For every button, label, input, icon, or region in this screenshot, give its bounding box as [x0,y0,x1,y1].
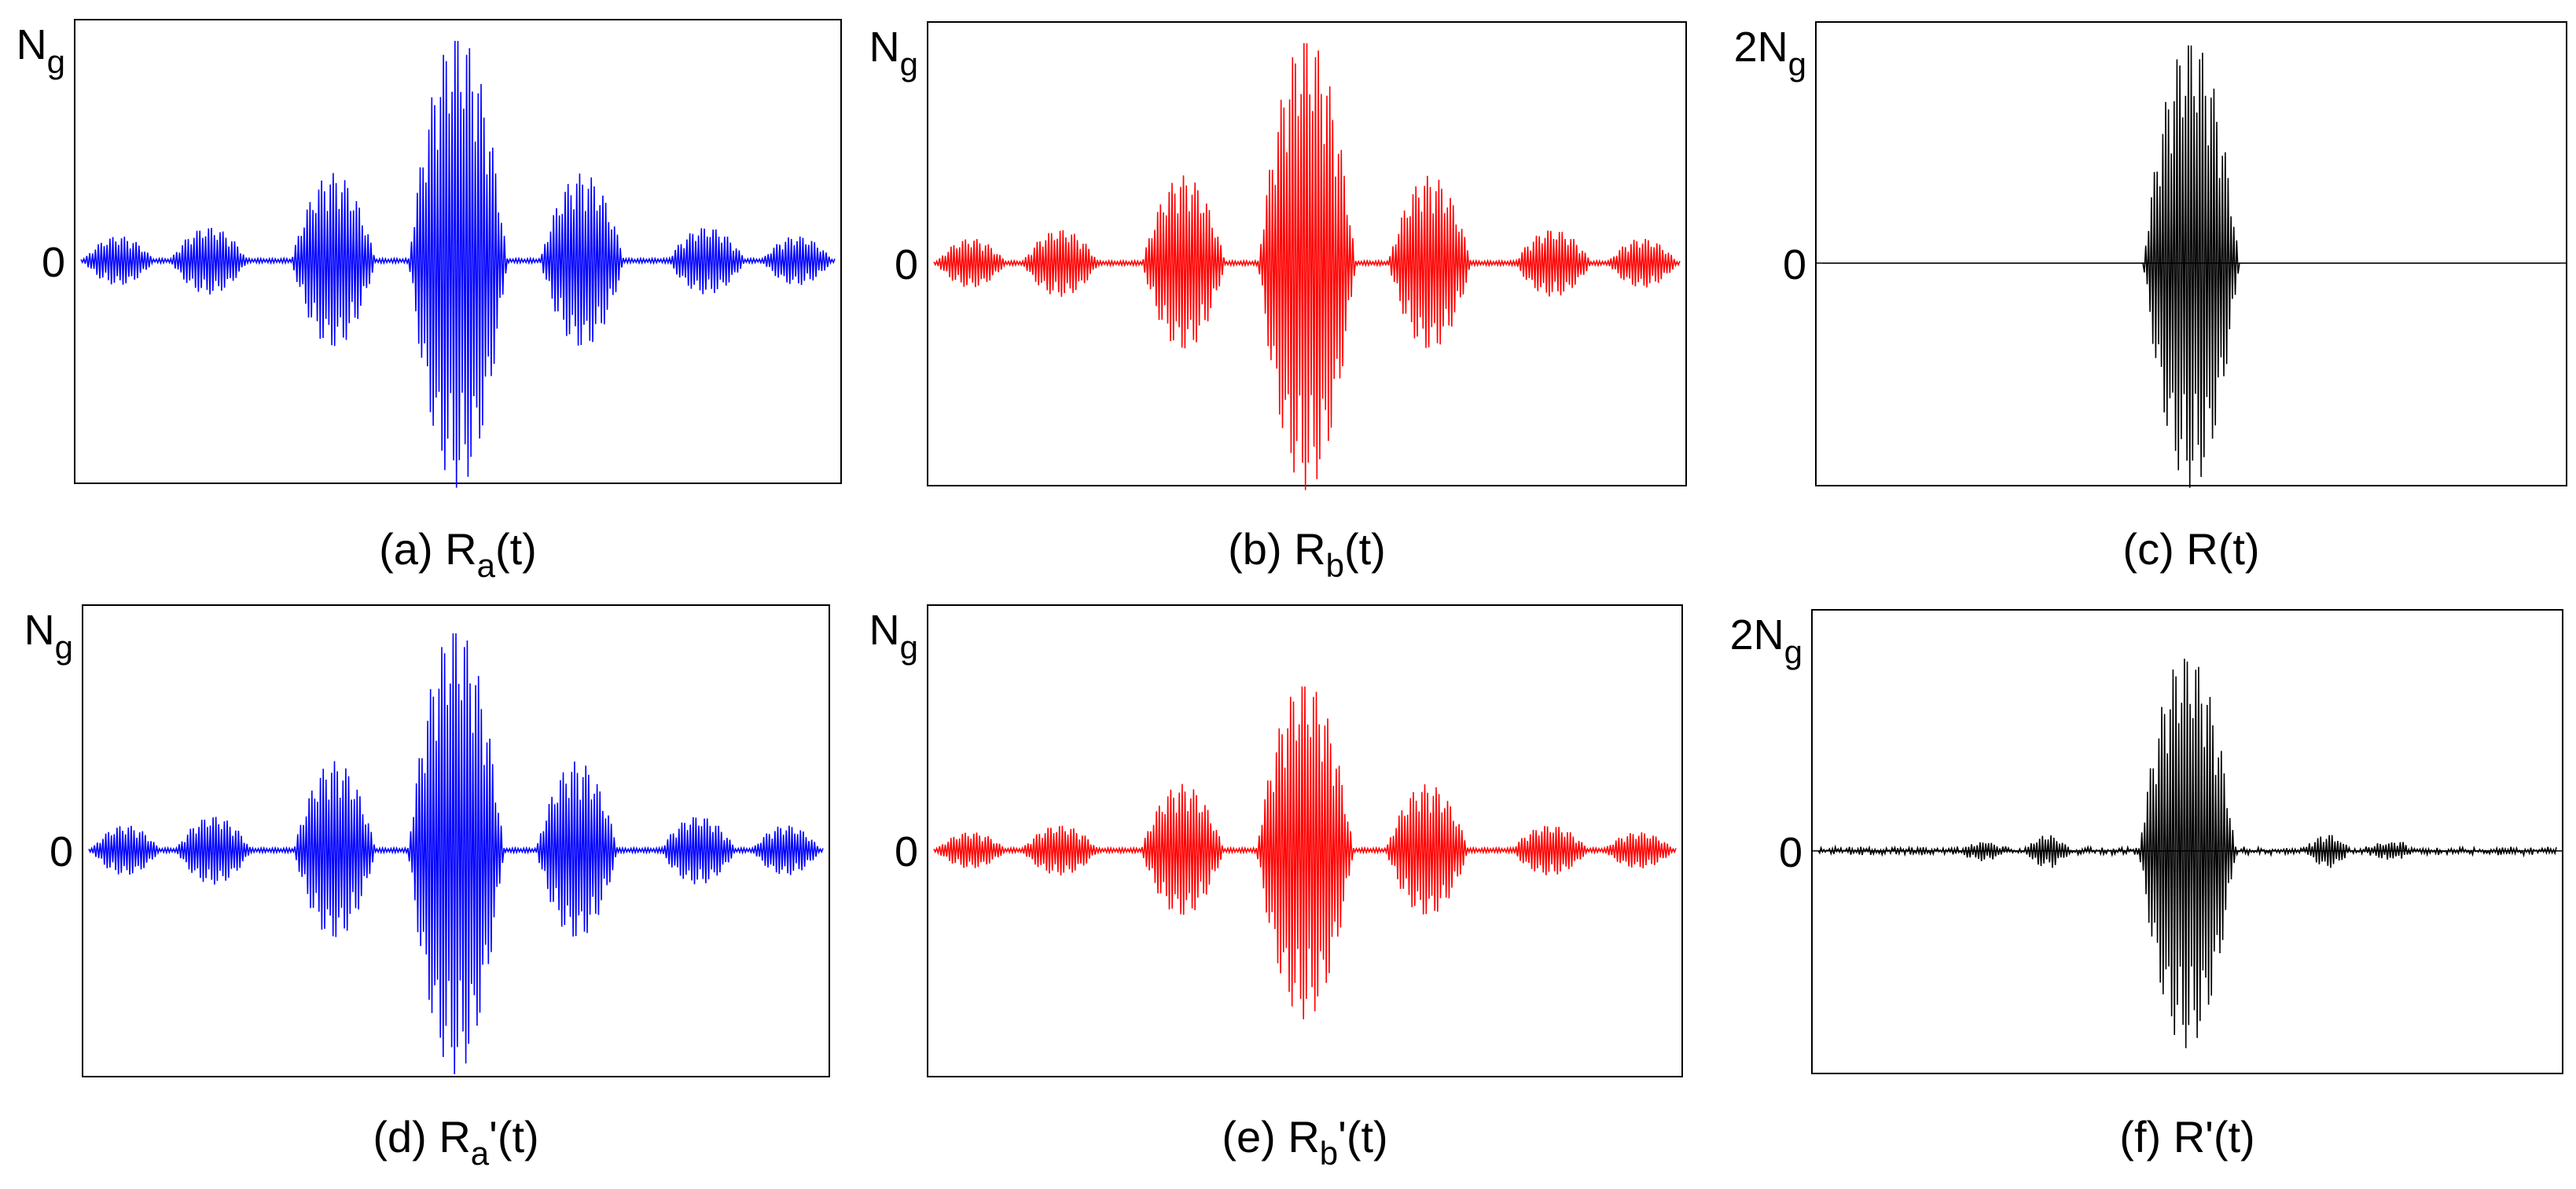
y-tick-top-sub: g [47,43,65,80]
panel-e: Ng 0 (e) Rb'(t) [869,604,1683,1172]
plot-frame [927,21,1687,486]
y-tick-top-sub: g [900,629,918,666]
panel-f: 2Ng 0 (f) R'(t) [1730,609,2563,1161]
y-tick-top-sub: g [1784,633,1802,670]
plot-frame [74,19,842,484]
y-tick-zero: 0 [1779,829,1802,876]
caption-suffix: '(t) [1338,1112,1388,1161]
y-tick-zero: 0 [1783,241,1806,288]
y-tick-top-main: N [17,21,47,68]
y-tick-top-main: 2N [1730,611,1784,659]
caption-sub: a [477,547,496,584]
panel-c: 2Ng 0 (c) R(t) [1734,21,2567,574]
caption-main: (d) R [373,1112,470,1161]
series-line [933,42,1681,490]
y-tick-top-sub: g [55,629,73,666]
panel-caption: (b) Rb(t) [1228,524,1386,584]
panel-caption: (d) Ra'(t) [373,1112,538,1172]
plot-frame [1815,21,2567,486]
caption-main: (e) R [1222,1112,1319,1161]
series-line [80,40,836,488]
y-tick-top-main: 2N [1734,24,1788,71]
panel-d: Ng 0 (d) Ra'(t) [24,604,830,1172]
panel-a: Ng 0 (a) Ra(t) [17,19,842,584]
caption-main: (c) R [2122,524,2218,574]
caption-sub: b [1326,547,1344,584]
y-tick-zero: 0 [42,239,65,286]
panel-caption: (a) Ra(t) [379,524,537,584]
series-line [1822,45,2560,488]
caption-suffix: '(t) [2205,1112,2255,1161]
caption-suffix: (t) [495,524,537,574]
y-tick-top-main: N [869,607,900,654]
panel-caption: (f) R'(t) [2119,1112,2254,1161]
caption-sub: b [1320,1135,1338,1172]
series-line [933,686,1677,1020]
y-tick-top: Ng [17,21,65,80]
plot-frame [82,604,830,1077]
y-tick-top: Ng [869,607,918,666]
caption-suffix: (t) [1344,524,1386,574]
y-tick-top: 2Ng [1730,611,1802,670]
caption-suffix: '(t) [489,1112,539,1161]
y-tick-top: Ng [24,607,73,666]
y-tick-top-sub: g [900,46,918,83]
y-tick-zero: 0 [50,828,73,875]
plot-frame [1811,609,2563,1074]
caption-main: (a) R [379,524,476,574]
caption-suffix: (t) [2218,524,2260,574]
caption-main: (b) R [1228,524,1325,574]
plot-frame [927,604,1683,1077]
series-line [88,633,824,1074]
y-tick-top: 2Ng [1734,24,1806,83]
y-tick-top-main: N [869,24,900,71]
y-tick-top-main: N [24,607,55,654]
panel-caption: (e) Rb'(t) [1222,1112,1387,1172]
y-tick-zero: 0 [895,828,918,875]
y-tick-top: Ng [869,24,918,83]
panel-caption: (c) R(t) [2122,524,2259,574]
series-line [1817,659,2557,1048]
caption-main: (f) R [2119,1112,2205,1161]
y-tick-top-sub: g [1788,46,1806,83]
caption-sub: a [471,1135,490,1172]
y-tick-zero: 0 [895,241,918,288]
panel-b: Ng 0 (b) Rb(t) [869,21,1687,584]
